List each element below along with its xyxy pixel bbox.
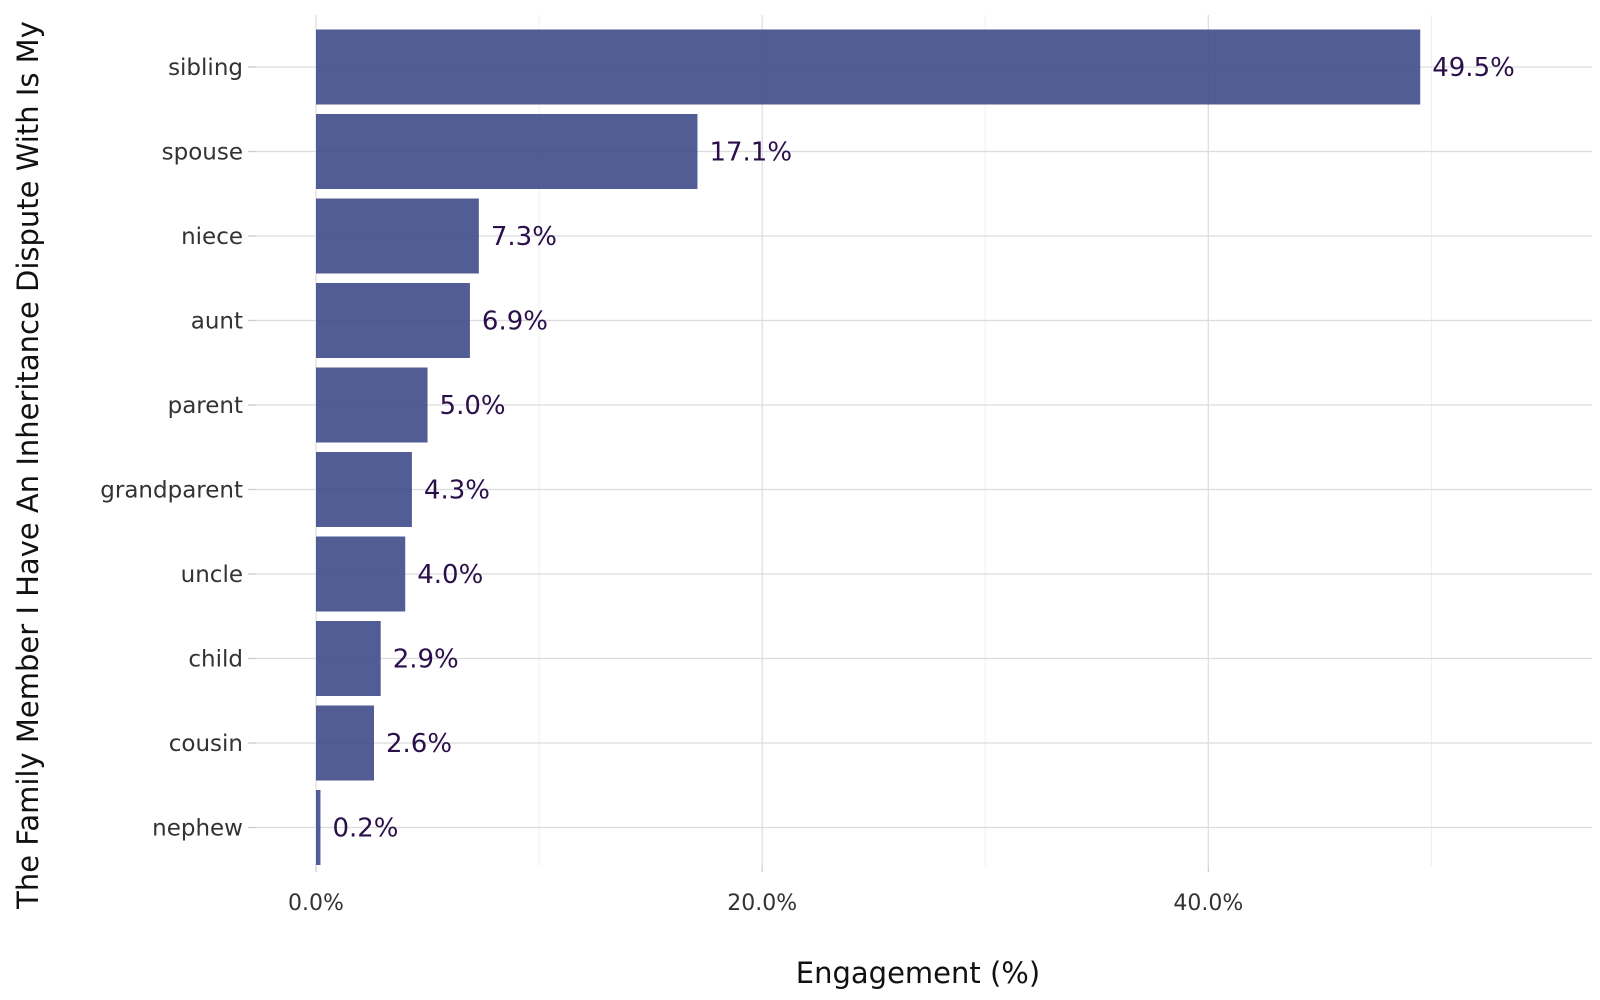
bar-child: [316, 621, 381, 696]
category-label: aunt: [191, 309, 243, 335]
value-label: 2.6%: [386, 729, 452, 759]
bars: [316, 29, 1421, 865]
category-label: niece: [181, 224, 243, 250]
bar-nephew: [316, 790, 321, 865]
value-label: 0.2%: [332, 814, 398, 844]
category-label: sibling: [168, 55, 243, 81]
bar-aunt: [316, 283, 470, 358]
value-labels: 49.5% 17.1% 7.3% 6.9% 5.0% 4.3% 4.0% 2.9% 2.6% 0.…: [332, 53, 1514, 844]
category-label: grandparent: [100, 478, 243, 504]
category-label: nephew: [152, 816, 243, 842]
x-tick-label: 0.0%: [288, 891, 344, 916]
category-label: cousin: [169, 731, 243, 757]
value-label: 7.3%: [491, 222, 557, 252]
value-label: 4.3%: [424, 476, 490, 506]
bar-niece: [316, 198, 479, 274]
value-label: 4.0%: [417, 560, 483, 590]
x-axis: 0.0% 20.0% 40.0%: [288, 866, 1243, 916]
value-label: 49.5%: [1432, 53, 1515, 83]
bar-spouse: [316, 114, 698, 189]
category-label: child: [188, 647, 243, 673]
bar-parent: [316, 367, 428, 443]
bar-grandparent: [316, 452, 412, 527]
x-tick-label: 40.0%: [1173, 891, 1243, 916]
x-tick-label: 20.0%: [727, 891, 797, 916]
value-label: 17.1%: [709, 138, 792, 168]
grid-lines: [252, 15, 1592, 866]
bar-sibling: [316, 29, 1421, 105]
bar-uncle: [316, 536, 406, 612]
y-axis-title: The Family Member I Have An Inheritance …: [11, 21, 45, 910]
value-label: 2.9%: [393, 645, 459, 675]
value-label: 5.0%: [440, 391, 506, 421]
category-label: spouse: [162, 140, 243, 166]
category-label: parent: [168, 393, 243, 419]
bar-cousin: [316, 705, 374, 781]
category-label: uncle: [181, 562, 243, 588]
y-axis: sibling spouse niece aunt parent grandparent u…: [100, 55, 256, 842]
value-label: 6.9%: [482, 307, 548, 337]
x-axis-title: Engagement (%): [796, 956, 1040, 990]
